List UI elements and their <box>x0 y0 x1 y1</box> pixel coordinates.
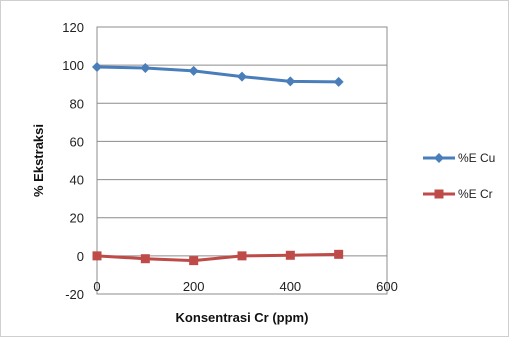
legend-entry: %E Cu <box>423 151 495 165</box>
data-point <box>188 65 199 76</box>
y-tick-label: 20 <box>70 211 84 226</box>
legend-label: %E Cu <box>458 151 495 165</box>
y-tick-label: 120 <box>62 20 84 35</box>
y-tick-label: 0 <box>77 249 84 264</box>
data-point <box>140 254 150 264</box>
legend: %E Cu %E Cr <box>423 151 495 201</box>
legend-marker <box>434 189 444 199</box>
series-cr <box>92 249 344 266</box>
x-axis-title: Konsentrasi Cr (ppm) <box>176 310 309 325</box>
data-point <box>334 249 344 259</box>
data-point <box>189 256 199 266</box>
y-tick-label: -20 <box>65 287 84 302</box>
y-tick-label: 80 <box>70 96 84 111</box>
y-tick-label: 100 <box>62 58 84 73</box>
y-tick-label: 60 <box>70 134 84 149</box>
data-point <box>237 251 247 261</box>
series-line <box>96 65 339 84</box>
data-point <box>333 76 344 87</box>
data-point <box>237 71 247 82</box>
data-point <box>92 251 102 261</box>
series-line <box>96 252 339 263</box>
y-tick-label: 40 <box>70 173 84 188</box>
legend-label: %E Cr <box>458 187 493 201</box>
legend-entry: %E Cr <box>423 187 493 201</box>
data-series <box>92 62 344 266</box>
x-tick-label: 600 <box>376 279 398 294</box>
x-tick-label: 400 <box>279 279 301 294</box>
data-point <box>140 63 151 74</box>
data-point <box>285 250 295 260</box>
plot-area: -20 0 20 40 60 80 100 120 0 200 400 600 <box>62 20 398 302</box>
x-tick-label: 200 <box>183 279 205 294</box>
legend-marker <box>434 153 444 163</box>
y-axis-title: % Ekstraksi <box>31 124 46 197</box>
x-tick-labels: 0 200 400 600 <box>93 279 397 294</box>
y-tick-labels: -20 0 20 40 60 80 100 120 <box>62 20 84 302</box>
data-point <box>285 76 296 87</box>
data-point <box>92 62 102 73</box>
series-cu <box>92 62 344 87</box>
x-tick-label: 0 <box>93 279 100 294</box>
